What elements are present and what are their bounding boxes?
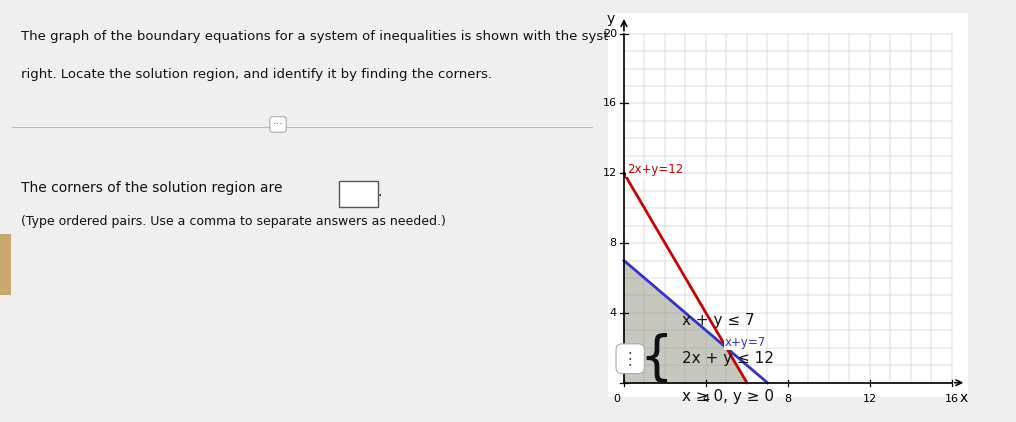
Text: 16: 16 bbox=[602, 98, 617, 108]
Text: 2x+y=12: 2x+y=12 bbox=[627, 163, 684, 176]
Text: {: { bbox=[639, 333, 673, 385]
Text: 12: 12 bbox=[863, 394, 877, 404]
Text: ⋮: ⋮ bbox=[622, 350, 638, 368]
Text: 4: 4 bbox=[702, 394, 709, 404]
Text: The corners of the solution region are: The corners of the solution region are bbox=[21, 181, 282, 195]
Text: 20: 20 bbox=[602, 29, 617, 38]
Text: x+y=7: x+y=7 bbox=[724, 336, 766, 349]
Text: ···: ··· bbox=[272, 119, 283, 130]
Text: y: y bbox=[607, 12, 615, 26]
Text: 8: 8 bbox=[784, 394, 791, 404]
Text: The graph of the boundary equations for a system of inequalities is shown with t: The graph of the boundary equations for … bbox=[21, 30, 674, 43]
Text: x + y ≤ 7: x + y ≤ 7 bbox=[682, 313, 754, 328]
Text: right. Locate the solution region, and identify it by finding the corners.: right. Locate the solution region, and i… bbox=[21, 68, 492, 81]
Text: 8: 8 bbox=[610, 238, 617, 248]
Text: x ≥ 0, y ≥ 0: x ≥ 0, y ≥ 0 bbox=[682, 389, 774, 404]
Text: 0: 0 bbox=[614, 394, 621, 404]
Polygon shape bbox=[624, 260, 747, 383]
Bar bbox=[0, 234, 11, 295]
Text: .: . bbox=[378, 185, 382, 199]
Text: (Type ordered pairs. Use a comma to separate answers as needed.): (Type ordered pairs. Use a comma to sepa… bbox=[21, 215, 446, 228]
Text: 2x + y ≤ 12: 2x + y ≤ 12 bbox=[682, 351, 773, 366]
Text: x: x bbox=[960, 392, 968, 406]
Text: 12: 12 bbox=[602, 168, 617, 178]
FancyBboxPatch shape bbox=[338, 181, 378, 207]
Text: 4: 4 bbox=[610, 308, 617, 318]
Text: 16: 16 bbox=[945, 394, 959, 404]
